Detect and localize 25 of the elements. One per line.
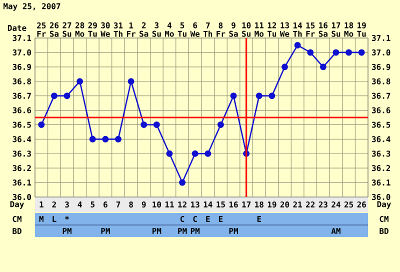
point — [192, 150, 198, 157]
point — [64, 92, 70, 100]
point — [217, 121, 224, 128]
point — [332, 49, 340, 56]
point — [282, 64, 288, 70]
point — [38, 121, 45, 128]
point — [268, 92, 276, 100]
point — [166, 150, 173, 157]
point — [102, 136, 109, 142]
point — [115, 136, 122, 142]
point — [358, 49, 365, 56]
point — [346, 49, 352, 56]
point — [89, 136, 96, 142]
point — [50, 92, 58, 100]
point — [204, 150, 212, 157]
point — [76, 78, 84, 85]
point — [128, 78, 134, 85]
point — [230, 92, 237, 100]
point — [307, 49, 314, 56]
point — [294, 42, 301, 48]
point — [256, 92, 262, 100]
point — [320, 64, 326, 70]
point — [153, 121, 160, 128]
point — [140, 121, 148, 128]
point — [179, 179, 186, 186]
